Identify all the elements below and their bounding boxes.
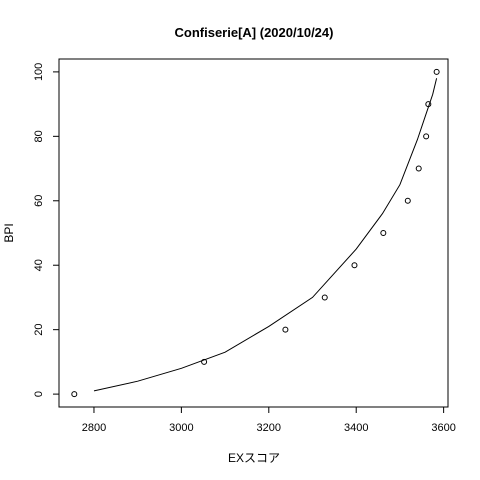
- data-point: [71, 391, 78, 398]
- plot-frame: [58, 58, 449, 408]
- data-point: [423, 133, 430, 140]
- data-point: [425, 101, 432, 108]
- x-tick-label: 3600: [431, 422, 455, 434]
- x-tick-label: 3400: [344, 422, 368, 434]
- y-axis-label: BPI: [2, 223, 16, 242]
- data-point: [404, 197, 411, 204]
- y-tick-label: 0: [33, 391, 45, 397]
- data-point: [380, 230, 387, 236]
- data-point: [282, 326, 289, 333]
- chart-title: Confiserie[A] (2020/10/24): [175, 25, 334, 40]
- y-tick-label: 60: [33, 195, 45, 207]
- x-tick-label: 2800: [82, 422, 106, 434]
- x-tick-label: 3200: [257, 422, 281, 434]
- y-tick-label: 80: [33, 130, 45, 142]
- y-tick-label: 100: [33, 63, 45, 81]
- data-points: [71, 68, 440, 398]
- data-point: [433, 68, 440, 75]
- data-point: [351, 262, 358, 269]
- y-tick-label: 20: [33, 324, 45, 336]
- x-axis-label: EXスコア: [228, 451, 280, 465]
- y-tick-label: 40: [33, 259, 45, 271]
- data-point: [415, 165, 422, 172]
- fit-curve: [93, 78, 438, 392]
- data-point: [321, 294, 328, 301]
- x-axis: 2800 3000 3200 3400 3600: [82, 407, 456, 434]
- x-tick-label: 3000: [169, 422, 193, 434]
- data-point: [201, 358, 208, 365]
- y-axis: 0 20 40 60 80 100: [33, 63, 59, 397]
